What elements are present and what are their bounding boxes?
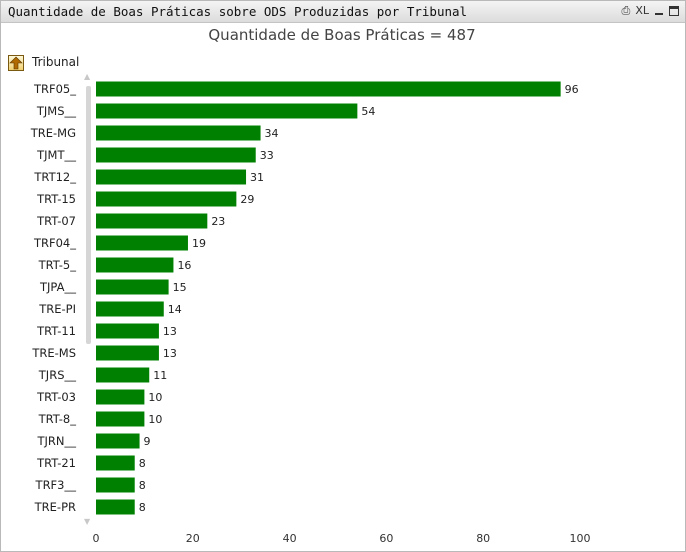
- window-titlebar[interactable]: Quantidade de Boas Práticas sobre ODS Pr…: [1, 1, 685, 23]
- value-label: 54: [361, 105, 375, 118]
- category-label[interactable]: TJRS__: [38, 368, 76, 382]
- x-tick-label: 80: [476, 532, 490, 545]
- category-label[interactable]: TRF04_: [33, 236, 76, 250]
- value-label: 96: [565, 83, 579, 96]
- category-label[interactable]: TJMT__: [36, 148, 76, 162]
- category-label[interactable]: TRF3__: [35, 478, 77, 492]
- chart-title: Quantidade de Boas Práticas = 487: [208, 26, 476, 44]
- category-label[interactable]: TJRN__: [36, 434, 76, 448]
- category-label[interactable]: TRT12_: [33, 170, 76, 184]
- value-label: 19: [192, 237, 206, 250]
- category-labels: TRF05_ TJMS__ TRE-MG TJMT__ TRT12_ TRT-15 TRT-…: [30, 82, 77, 514]
- category-label[interactable]: TRE-PR: [34, 500, 76, 514]
- bar-tre-mg[interactable]: [96, 125, 261, 141]
- bar-trt-15[interactable]: [96, 191, 237, 207]
- x-tick-label: 40: [283, 532, 297, 545]
- window-title: Quantidade de Boas Práticas sobre ODS Pr…: [8, 4, 468, 19]
- value-label: 10: [148, 413, 162, 426]
- x-axis-ticks: 0 20 40 60 80 100: [93, 532, 591, 545]
- bar-trf3[interactable]: [96, 477, 135, 493]
- maximize-icon[interactable]: [669, 6, 679, 16]
- value-label: 8: [139, 479, 146, 492]
- category-label[interactable]: TRT-11: [36, 324, 76, 338]
- value-label: 13: [163, 325, 177, 338]
- bar-tjmt[interactable]: [96, 147, 256, 163]
- dimension-label: Tribunal: [32, 55, 80, 69]
- bar-tre-pr[interactable]: [96, 499, 135, 515]
- x-tick-label: 0: [93, 532, 100, 545]
- category-label[interactable]: TRT-5_: [38, 258, 77, 272]
- category-label[interactable]: TJMS__: [36, 104, 76, 118]
- value-label: 29: [240, 193, 254, 206]
- category-label[interactable]: TRT-07: [36, 214, 76, 228]
- bar-trt-03[interactable]: [96, 389, 145, 405]
- category-label[interactable]: TRT-8_: [38, 412, 77, 426]
- value-label: 9: [144, 435, 151, 448]
- x-tick-label: 60: [379, 532, 393, 545]
- value-label: 8: [139, 457, 146, 470]
- minimize-icon[interactable]: [654, 6, 664, 16]
- x-tick-label: 20: [186, 532, 200, 545]
- bar-trf05[interactable]: [96, 81, 561, 97]
- value-label: 13: [163, 347, 177, 360]
- bar-tjpa[interactable]: [96, 279, 169, 295]
- bar-trt-5[interactable]: [96, 257, 174, 273]
- value-label: 16: [177, 259, 191, 272]
- drill-up-icon[interactable]: [8, 55, 24, 71]
- category-label[interactable]: TRT-03: [36, 390, 76, 404]
- print-icon[interactable]: ⎙: [621, 4, 631, 17]
- category-label[interactable]: TRF05_: [33, 82, 76, 96]
- bar-tjrs[interactable]: [96, 367, 150, 383]
- bar-tre-pi[interactable]: [96, 301, 164, 317]
- value-label: 15: [173, 281, 187, 294]
- titlebar-icons: ⎙ XL: [622, 4, 679, 18]
- bar-trt-8[interactable]: [96, 411, 145, 427]
- scrollbar-thumb[interactable]: [86, 86, 91, 344]
- value-label: 11: [153, 369, 167, 382]
- x-tick-label: 100: [570, 532, 591, 545]
- bars-group: [96, 81, 561, 515]
- value-label: 34: [265, 127, 279, 140]
- scroll-down-icon[interactable]: ▼: [84, 517, 91, 526]
- bar-trf04[interactable]: [96, 235, 188, 251]
- bar-trt12[interactable]: [96, 169, 247, 185]
- bar-trt-21[interactable]: [96, 455, 135, 471]
- value-label: 23: [211, 215, 225, 228]
- bar-tre-ms[interactable]: [96, 345, 159, 361]
- value-label: 33: [260, 149, 274, 162]
- value-label: 31: [250, 171, 264, 184]
- value-label: 8: [139, 501, 146, 514]
- category-label[interactable]: TJPA__: [39, 280, 76, 294]
- value-label: 10: [148, 391, 162, 404]
- category-label[interactable]: TRE-MS: [31, 346, 76, 360]
- category-label[interactable]: TRT-21: [36, 456, 76, 470]
- category-label[interactable]: TRE-PI: [38, 302, 76, 316]
- category-label[interactable]: TRE-MG: [30, 126, 76, 140]
- value-label: 14: [168, 303, 182, 316]
- xl-export-button[interactable]: XL: [635, 4, 649, 17]
- bar-tjms[interactable]: [96, 103, 358, 119]
- bar-trt-11[interactable]: [96, 323, 159, 339]
- scroll-up-icon[interactable]: ▲: [84, 72, 91, 81]
- category-label[interactable]: TRT-15: [36, 192, 76, 206]
- bar-tjrn[interactable]: [96, 433, 140, 449]
- bar-trt-07[interactable]: [96, 213, 208, 229]
